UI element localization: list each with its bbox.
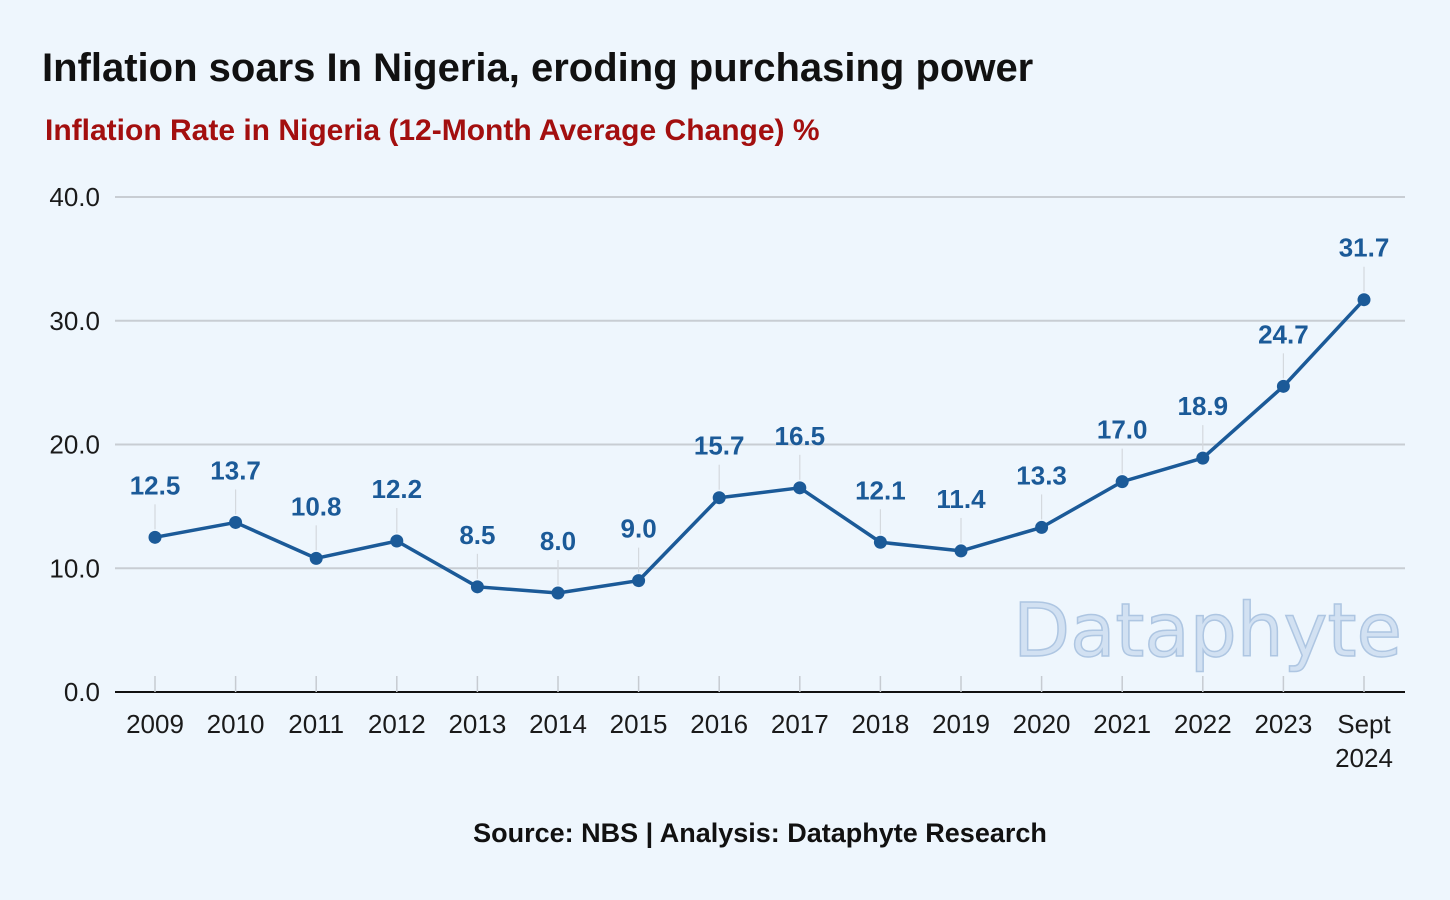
data-label: 11.4 — [936, 484, 986, 514]
data-point — [793, 481, 807, 495]
data-point — [229, 515, 243, 529]
y-tick-label: 30.0 — [49, 306, 100, 336]
data-point — [1196, 451, 1210, 465]
x-tick-label: 2016 — [690, 709, 748, 739]
y-tick-label: 0.0 — [64, 677, 100, 707]
x-tick-label: 2017 — [771, 709, 829, 739]
x-tick-label: 2012 — [368, 709, 426, 739]
x-tick-label: 2018 — [851, 709, 909, 739]
data-point — [1115, 475, 1129, 489]
data-point — [390, 534, 404, 548]
x-tick-label: 2023 — [1254, 709, 1312, 739]
series-layer — [148, 293, 1371, 600]
y-tick-label: 20.0 — [49, 430, 100, 460]
y-tick-label: 40.0 — [49, 182, 100, 212]
data-label: 9.0 — [621, 514, 657, 544]
data-point — [873, 535, 887, 549]
x-tick-label: 2010 — [207, 709, 265, 739]
data-label: 16.5 — [774, 421, 825, 451]
x-tick-label: 2009 — [126, 709, 184, 739]
x-tick-label: Sept 2024 — [1335, 709, 1393, 773]
data-point — [1276, 379, 1290, 393]
data-label: 12.2 — [371, 474, 422, 504]
x-tick-label: 2020 — [1013, 709, 1071, 739]
x-tick-label: 2021 — [1093, 709, 1151, 739]
x-tick-label: 2011 — [288, 709, 344, 739]
data-label: 10.8 — [291, 491, 342, 521]
x-tick-label: 2019 — [932, 709, 990, 739]
data-point — [470, 580, 484, 594]
axes: 0.0 10.0 20.0 30.0 40.0 2009 2010 2011 2012 2013 2… — [49, 182, 1405, 773]
data-point — [148, 530, 162, 544]
data-label: 15.7 — [694, 431, 745, 461]
grid-lines — [115, 196, 1405, 570]
data-point — [954, 544, 968, 558]
series-line — [153, 297, 1366, 595]
data-label: 31.7 — [1339, 233, 1390, 263]
x-tick-label: 2013 — [448, 709, 506, 739]
data-labels: 12.5 13.7 10.8 12.2 8.5 8.0 9.0 15.7 16.5 12.1 11.… — [130, 233, 1390, 556]
data-label: 12.5 — [130, 470, 181, 500]
source-note: Source: NBS | Analysis: Dataphyte Resear… — [473, 818, 1047, 848]
data-label: 17.0 — [1097, 415, 1148, 445]
data-point — [309, 551, 323, 565]
data-label: 8.5 — [459, 520, 495, 550]
data-label: 8.0 — [540, 526, 576, 556]
data-label: 18.9 — [1177, 391, 1228, 421]
x-tick-label: 2022 — [1174, 709, 1232, 739]
data-point — [1035, 520, 1049, 534]
data-label: 12.1 — [855, 475, 906, 505]
watermark-logo: Dataphyte — [1013, 588, 1402, 674]
label-leader-lines — [154, 266, 1365, 585]
data-point — [712, 491, 726, 505]
chart-title: Inflation soars In Nigeria, eroding purc… — [42, 46, 1034, 90]
data-label: 13.7 — [210, 455, 261, 485]
y-tick-label: 10.0 — [49, 553, 100, 583]
x-tick-label: 2015 — [610, 709, 668, 739]
data-label: 24.7 — [1258, 319, 1309, 349]
data-label: 13.3 — [1016, 460, 1067, 490]
x-tick-label: 2014 — [529, 709, 587, 739]
data-point — [1357, 293, 1371, 307]
chart-subtitle: Inflation Rate in Nigeria (12-Month Aver… — [45, 114, 820, 147]
data-point — [632, 574, 646, 588]
data-point — [551, 586, 565, 600]
